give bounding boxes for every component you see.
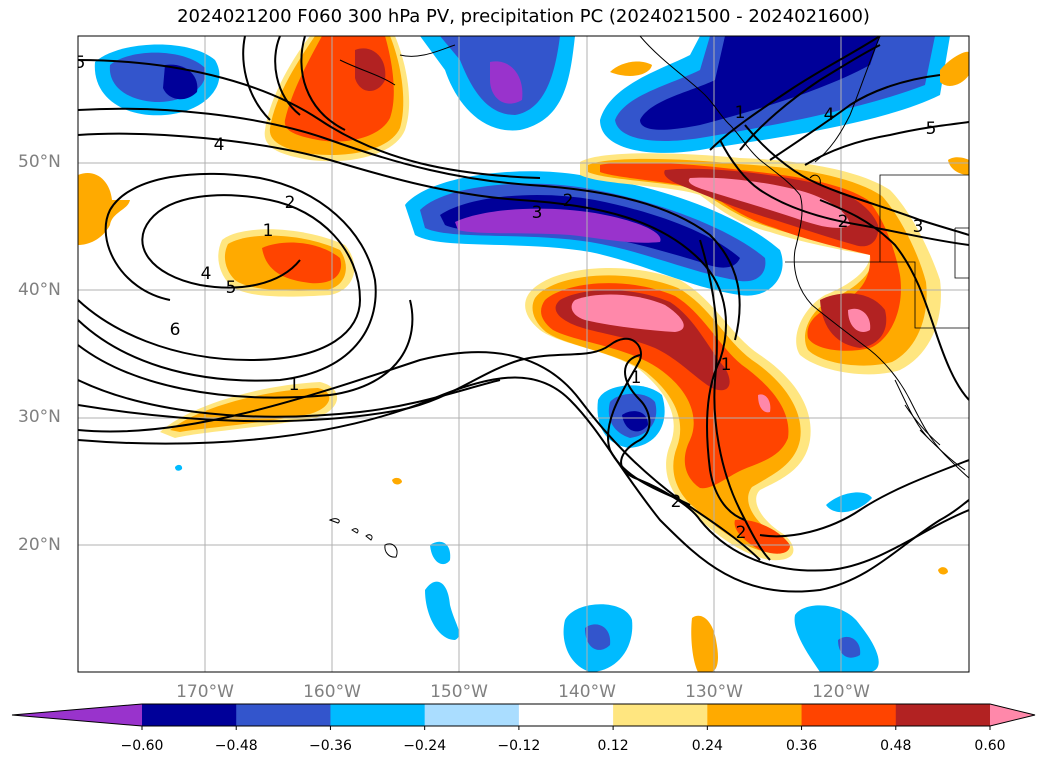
colorbar-segment: [613, 704, 708, 726]
negative-pc-region-tropical-4: [794, 605, 879, 672]
colorbar-tick-label: 0.60: [974, 738, 1006, 754]
contour-label: 2: [838, 212, 849, 232]
contour-label: 3: [913, 217, 924, 237]
negative-pc-region-central-band: [405, 171, 783, 296]
colorbar-segment: [895, 704, 991, 726]
positive-pc-region-alaska-small: [610, 61, 652, 76]
coastlines: [328, 36, 969, 558]
contour-label: 5: [926, 119, 937, 139]
colorbar-tick-label: 0.48: [880, 738, 912, 754]
negative-pc-region-northwest: [94, 44, 220, 116]
colorbar-segment: [330, 704, 426, 726]
contour-label: 1: [289, 375, 300, 395]
colorbar-tick-label: 0.36: [785, 738, 818, 754]
contour-label: 1: [631, 368, 642, 388]
contour-label: 3: [532, 203, 543, 223]
latitude-label: 30°N: [18, 407, 61, 427]
colorbar-tick-label: −0.48: [214, 738, 258, 754]
positive-pc-region-tropical-1: [691, 615, 718, 672]
longitude-label: 150°W: [430, 682, 488, 702]
colorbar-tick-label: 0.24: [691, 738, 723, 754]
longitude-label: 130°W: [685, 682, 743, 702]
latitude-label: 20°N: [18, 535, 61, 555]
contour-label: 2: [671, 492, 682, 512]
contour-label: 4: [824, 105, 835, 125]
contour-label: 2: [563, 191, 574, 211]
colorbar-segment: [424, 704, 520, 726]
positive-pc-region-tropical-dot-2: [938, 567, 948, 575]
longitude-label: 140°W: [558, 682, 616, 702]
positive-pc-region-northeast-dot: [948, 157, 969, 175]
positive-pc-region-northeast: [580, 153, 941, 375]
negative-pc-region-northeast: [600, 36, 950, 153]
negative-pc-region-tropical-3: [563, 604, 633, 672]
colorbar-segment: [707, 704, 803, 726]
contour-label: 1: [735, 103, 746, 123]
precipitation-fill-layer: 5 4 2 1 4 5 6 1 3 2 1 2 2 1 4 5 2 3 1: [75, 36, 969, 672]
negative-pc-region-tropical-1: [430, 541, 451, 565]
state-borders: [785, 174, 969, 329]
pv-contours: [78, 36, 969, 593]
longitude-label: 120°W: [812, 682, 870, 702]
positive-pc-region-west-center: [218, 229, 355, 297]
latitude-label: 50°N: [18, 152, 61, 172]
colorbar-extend-low: [12, 704, 142, 726]
contour-label: 6: [170, 320, 181, 340]
negative-pc-region-tropical-5: [826, 492, 872, 513]
colorbar-tick-label: −0.12: [497, 738, 541, 754]
contour-label: 1: [263, 221, 274, 241]
colorbar-segment: [518, 704, 614, 726]
longitude-label: 170°W: [176, 682, 234, 702]
colorbar-segment: [236, 704, 331, 726]
contour-label: 5: [75, 53, 86, 73]
contour-label: 2: [285, 193, 296, 213]
contour-label: 2: [736, 523, 747, 543]
positive-pc-region-west-edge: [78, 172, 130, 245]
map-frame: [77, 35, 970, 673]
negative-pc-region-north: [420, 36, 575, 131]
colorbar-tick-label: 0.12: [597, 738, 629, 754]
positive-pc-region-northeast-edge: [940, 51, 969, 86]
positive-pc-region-tropical-dot-1: [392, 477, 402, 485]
colorbar-segment: [142, 704, 237, 726]
colorbar-tick-label: −0.60: [120, 738, 164, 754]
colorbar: [11, 703, 1036, 730]
colorbar-segment: [801, 704, 897, 726]
pv-contour-labels: 5 4 2 1 4 5 6 1 3 2 1 2 2 1 4 5 2 3 1: [75, 53, 937, 543]
colorbar-tick-label: −0.24: [403, 738, 447, 754]
positive-pc-region-main: [525, 267, 811, 561]
longitude-label: 160°W: [303, 682, 361, 702]
latitude-label: 40°N: [18, 280, 61, 300]
contour-label: 5: [226, 278, 237, 298]
contour-label: 4: [201, 264, 212, 284]
negative-pc-region-dot: [175, 464, 183, 471]
contour-label: 1: [721, 355, 732, 375]
map-title: 2024021200 F060 300 hPa PV, precipitatio…: [177, 6, 870, 27]
contour-label: 4: [214, 135, 225, 155]
negative-pc-region-tropical-2: [425, 581, 460, 640]
colorbar-tick-label: −0.36: [308, 738, 352, 754]
colorbar-extend-high: [990, 704, 1035, 726]
